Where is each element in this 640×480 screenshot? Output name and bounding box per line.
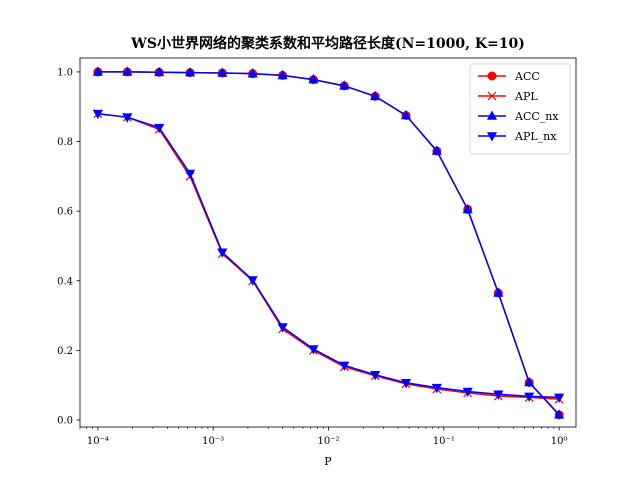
data-point-apl-nx	[400, 378, 412, 389]
legend-label: APL	[514, 90, 538, 103]
legend-box	[469, 63, 571, 155]
data-point-acc-nx	[185, 67, 196, 77]
legend-marker	[486, 132, 498, 142]
data-point-acc-nx	[431, 145, 442, 155]
chart-title: WS小世界网络的聚类系数和平均路径长度(N=1000, K=10)	[130, 35, 525, 52]
data-point-apl-nx	[493, 390, 504, 400]
data-point-acc-nx	[92, 66, 103, 76]
y-tick-label: 0.6	[57, 207, 73, 218]
data-point-apl-nx	[339, 361, 350, 371]
plot-area	[79, 57, 577, 428]
data-point-apl-nx	[524, 392, 535, 402]
data-point-apl-nx	[308, 345, 319, 355]
legend-label: APL_nx	[514, 130, 557, 143]
legend-marker	[487, 71, 497, 81]
data-point-acc-nx	[554, 409, 565, 419]
y-tick-label: 0.2	[57, 346, 73, 357]
data-point-apl-nx	[554, 393, 565, 403]
legend-item-acc: ACC	[478, 70, 540, 83]
y-tick-label: 0.0	[57, 416, 73, 427]
data-point-acc-nx	[308, 74, 319, 84]
y-tick-label: 0.4	[57, 276, 73, 287]
data-point-acc-nx	[277, 69, 288, 80]
legend-item-apl: APL	[478, 90, 538, 103]
data-point-acc-nx	[462, 203, 473, 214]
legend-marker	[487, 91, 497, 101]
series-line-acc-nx	[97, 71, 560, 416]
data-point-acc-nx	[154, 66, 165, 77]
x-tick-label: 10⁻¹	[433, 436, 455, 447]
data-point-apl-nx	[370, 370, 381, 381]
x-tick-label: 10⁰	[551, 436, 568, 447]
x-axis-label: P	[324, 455, 332, 468]
series-line-apl-nx	[97, 112, 560, 399]
legend-marker	[486, 110, 498, 120]
data-point-apl-nx	[185, 169, 196, 180]
y-axis: 0.0 0.2 0.4 0.6 0.8 1.0	[57, 67, 80, 427]
legend-label: ACC_nx	[514, 110, 559, 123]
y-tick-label: 1.0	[57, 67, 73, 78]
series-line-apl	[97, 112, 560, 400]
data-point-apl-nx	[462, 387, 473, 398]
data-point-acc-nx	[493, 287, 504, 297]
legend: ACC APL ACC_nx APL_nx	[469, 63, 571, 155]
series-layer	[92, 66, 565, 420]
data-point-apl-nx	[277, 323, 288, 333]
legend-marker-stroke	[487, 91, 497, 101]
data-point-apl-nx	[122, 113, 133, 123]
data-point-acc-nx	[370, 90, 381, 101]
legend-item-acc-nx: ACC_nx	[478, 110, 559, 123]
data-point-acc-nx	[524, 376, 535, 387]
data-point-acc-nx	[247, 68, 258, 78]
x-tick-label: 10⁻⁴	[87, 436, 109, 447]
data-point-acc-nx	[400, 109, 412, 120]
x-tick-label: 10⁻³	[202, 436, 224, 447]
data-point-acc-nx	[339, 80, 350, 90]
legend-label: ACC	[514, 70, 540, 83]
data-point-apl-nx	[154, 123, 165, 134]
data-point-apl-nx	[431, 383, 442, 394]
series-acc-nx	[92, 66, 565, 419]
series-apl-nx	[92, 109, 565, 403]
data-point-acc-nx	[217, 67, 228, 77]
data-point-apl-nx	[217, 248, 228, 258]
legend-item-apl-nx: APL_nx	[478, 130, 557, 143]
data-point-apl-nx	[247, 276, 258, 286]
x-axis: 10⁻⁴ 10⁻³ 10⁻² 10⁻¹ 10⁰	[79, 427, 568, 447]
y-tick-label: 0.8	[57, 137, 73, 148]
data-point-apl-nx	[92, 109, 103, 120]
data-point-acc-nx	[122, 66, 133, 76]
x-tick-label: 10⁻²	[317, 436, 339, 447]
